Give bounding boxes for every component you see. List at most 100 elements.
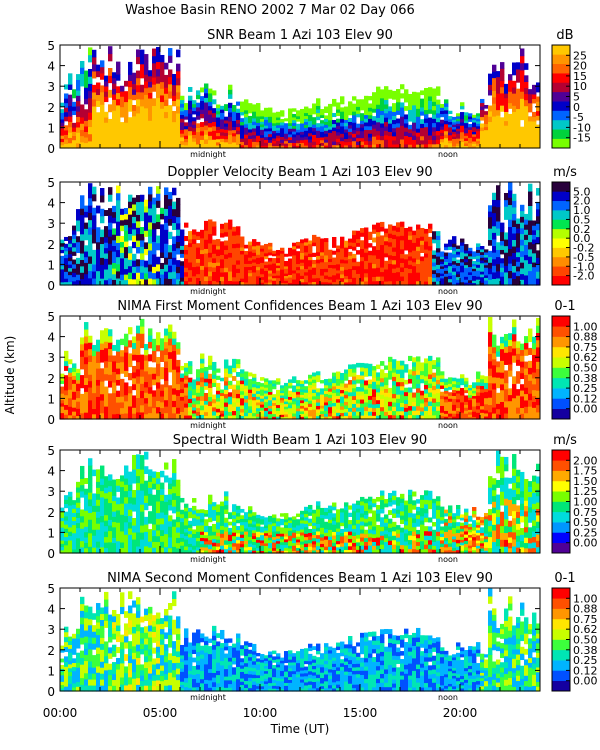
- heatmap-cell: [272, 407, 277, 412]
- heatmap-cell: [148, 412, 153, 420]
- heatmap-cell: [480, 123, 485, 128]
- heatmap-cell: [364, 121, 369, 127]
- heatmap-cell: [168, 331, 173, 339]
- heatmap-cell: [196, 277, 201, 282]
- heatmap-cell: [304, 389, 309, 393]
- colorbar-segment: [552, 228, 570, 239]
- heatmap-cell: [412, 257, 417, 263]
- heatmap-cell: [96, 270, 101, 279]
- heatmap-cell: [124, 246, 129, 253]
- heatmap-cell: [76, 214, 81, 221]
- heatmap-cell: [436, 405, 441, 411]
- heatmap-cell: [116, 199, 121, 208]
- heatmap-cell: [324, 142, 329, 146]
- heatmap-cell: [284, 133, 289, 137]
- heatmap-cell: [352, 230, 357, 236]
- heatmap-cell: [112, 397, 117, 404]
- heatmap-cell: [88, 68, 93, 77]
- heatmap-cell: [212, 262, 217, 268]
- heatmap-cell: [504, 232, 509, 240]
- heatmap-cell: [328, 406, 333, 411]
- heatmap-cell: [156, 214, 161, 223]
- heatmap-cell: [328, 378, 333, 383]
- heatmap-cell: [136, 233, 141, 241]
- heatmap-cell: [408, 276, 413, 282]
- heatmap-cell: [448, 272, 453, 276]
- colorbar-segment: [552, 266, 570, 276]
- heatmap-cell: [308, 243, 313, 248]
- heatmap-cell: [428, 263, 433, 269]
- heatmap-cell: [464, 413, 469, 417]
- heatmap-cell: [388, 139, 393, 145]
- heatmap-cell: [432, 372, 437, 378]
- heatmap-cell: [136, 390, 141, 399]
- heatmap-cell: [496, 361, 501, 368]
- heatmap-cell: [480, 116, 485, 121]
- heatmap-cell: [536, 215, 541, 224]
- heatmap-cell: [120, 101, 125, 108]
- heatmap-cell: [396, 135, 401, 141]
- heatmap-cell: [448, 246, 453, 251]
- heatmap-cell: [528, 277, 533, 286]
- heatmap-cell: [92, 249, 97, 258]
- heatmap-cell: [276, 122, 281, 126]
- heatmap-cell: [432, 410, 437, 416]
- heatmap-cell: [336, 385, 341, 390]
- heatmap-cell: [264, 255, 269, 260]
- heatmap-cell: [432, 126, 437, 132]
- heatmap-cell: [380, 262, 385, 268]
- heatmap-cell: [424, 401, 429, 407]
- heatmap-cell: [296, 275, 301, 280]
- heatmap-cell: [404, 139, 409, 145]
- heatmap-cell: [516, 261, 521, 267]
- heatmap-cell: [508, 219, 513, 228]
- heatmap-cell: [192, 403, 197, 408]
- heatmap-cell: [124, 263, 129, 270]
- heatmap-cell: [148, 263, 153, 272]
- heatmap-cell: [284, 265, 289, 269]
- heatmap-cell: [216, 281, 221, 286]
- heatmap-cell: [300, 128, 305, 132]
- heatmap-cell: [504, 400, 509, 408]
- heatmap-cell: [164, 99, 169, 106]
- heatmap-cell: [184, 135, 189, 139]
- heatmap-cell: [148, 242, 153, 251]
- heatmap-cell: [336, 108, 341, 113]
- heatmap-cell: [468, 387, 473, 391]
- heatmap-cell: [204, 374, 209, 379]
- heatmap-cell: [228, 247, 233, 253]
- heatmap-cell: [116, 277, 121, 286]
- heatmap-cell: [372, 224, 377, 230]
- heatmap-cell: [528, 190, 533, 199]
- heatmap-cell: [512, 68, 517, 76]
- heatmap-cell: [60, 122, 65, 126]
- heatmap-cell: [144, 365, 149, 372]
- heatmap-cell: [152, 76, 157, 85]
- colorbar-tick-label: -15: [573, 132, 591, 145]
- heatmap-cell: [396, 394, 401, 399]
- heatmap-cell: [156, 61, 161, 70]
- heatmap-cell: [496, 137, 501, 144]
- heatmap-cell: [336, 275, 341, 280]
- heatmap-cell: [132, 260, 137, 267]
- heatmap-cell: [520, 233, 525, 240]
- heatmap-cell: [132, 348, 137, 355]
- heatmap-cell: [240, 134, 245, 139]
- heatmap-cell: [108, 208, 113, 216]
- heatmap-cell: [64, 250, 69, 255]
- heatmap-cell: [204, 407, 209, 413]
- heatmap-cell: [188, 390, 193, 395]
- heatmap-cell: [312, 127, 317, 132]
- heatmap-cell: [428, 223, 433, 229]
- heatmap-cell: [172, 137, 177, 144]
- heatmap-cell: [528, 93, 533, 99]
- heatmap-cell: [216, 138, 221, 143]
- heatmap-cell: [224, 129, 229, 133]
- colorbar-tick-label: 10: [573, 80, 587, 93]
- heatmap-cell: [332, 119, 337, 125]
- heatmap-cell: [120, 384, 125, 391]
- heatmap-cell: [352, 133, 357, 138]
- heatmap-cell: [204, 248, 209, 254]
- heatmap-cell: [364, 367, 369, 373]
- heatmap-cell: [252, 412, 257, 417]
